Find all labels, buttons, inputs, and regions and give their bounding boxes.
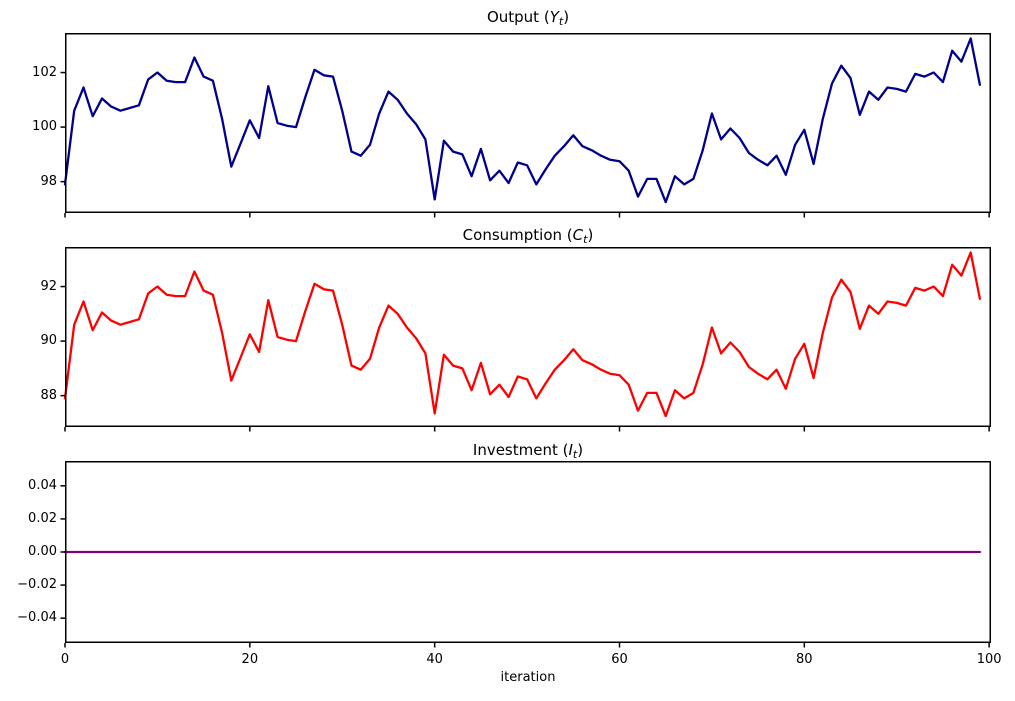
- output-line-chart: [60, 33, 991, 218]
- consumption-line-chart: [60, 247, 991, 432]
- y-tick-label: 92: [40, 278, 57, 294]
- consumption-title-suffix: ): [587, 226, 594, 244]
- investment-title: Investment (It): [65, 442, 991, 463]
- y-tick-label: 88: [40, 387, 57, 403]
- output-title: Output (Yt): [65, 9, 991, 30]
- consumption-title: Consumption (Ct): [65, 227, 991, 248]
- x-tick-label: 80: [796, 652, 813, 667]
- y-tick-label: 100: [32, 119, 57, 135]
- x-tick-label: 60: [611, 652, 628, 667]
- y-tick-label: −0.02: [17, 577, 57, 593]
- investment-title-subscript: t: [572, 448, 578, 461]
- consumption-title-prefix: Consumption (: [462, 226, 573, 244]
- investment-line-chart: [60, 461, 991, 648]
- output-plot-area: [60, 33, 991, 218]
- consumption-title-subscript: t: [583, 233, 588, 246]
- output-title-symbol: Y: [549, 8, 559, 26]
- y-tick-label: 0.04: [28, 477, 57, 493]
- consumption-title-symbol: C: [572, 226, 584, 244]
- investment-title-prefix: Investment (: [472, 441, 569, 459]
- x-tick-label: 0: [60, 652, 70, 667]
- consumption-plot-area: [60, 247, 991, 432]
- output-title-prefix: Output (: [486, 8, 550, 26]
- x-tick-label: 100: [976, 652, 1002, 667]
- output-title-suffix: ): [563, 8, 570, 26]
- y-tick-label: 98: [40, 173, 57, 189]
- investment-plot-area: [60, 461, 991, 648]
- y-tick-label: 90: [40, 333, 57, 349]
- investment-title-symbol: I: [568, 441, 573, 459]
- x-tick-label: 40: [426, 652, 443, 667]
- x-axis-label: iteration: [500, 670, 556, 685]
- output-title-subscript: t: [558, 15, 564, 28]
- y-tick-label: 0.02: [28, 510, 57, 526]
- investment-title-suffix: ): [577, 441, 584, 459]
- x-tick-label: 20: [241, 652, 259, 667]
- y-tick-label: 102: [32, 64, 57, 80]
- y-tick-label: −0.04: [17, 610, 57, 626]
- y-tick-label: 0.00: [28, 544, 57, 559]
